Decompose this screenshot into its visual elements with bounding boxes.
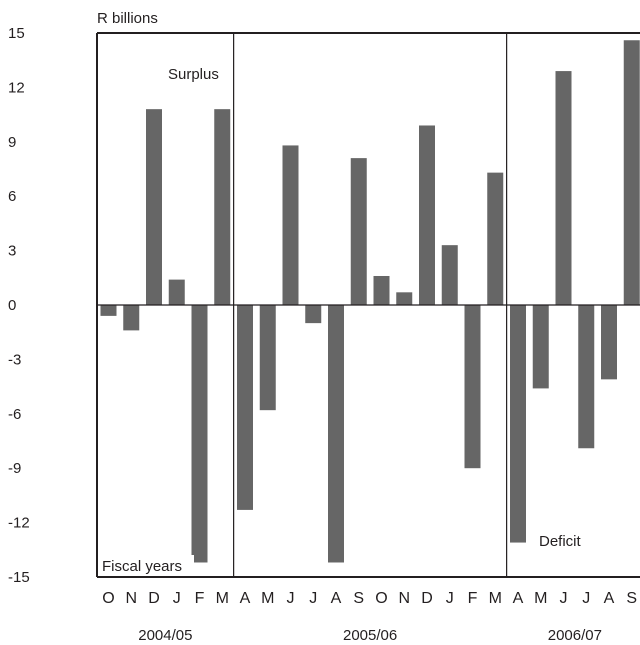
x-tick-label: J xyxy=(173,590,181,607)
bar-12 xyxy=(350,158,367,305)
x-tick-label: M xyxy=(261,590,274,607)
y-tick-label: 0 xyxy=(8,297,16,314)
bar-2 xyxy=(123,305,140,331)
x-tick-label: A xyxy=(604,590,615,607)
x-tick-label: M xyxy=(216,590,229,607)
axes-layer xyxy=(96,32,640,578)
x-tick-label: J xyxy=(309,590,317,607)
x-tick-label: O xyxy=(375,590,387,607)
fiscal-year-label: 2005/06 xyxy=(343,627,397,644)
x-tick-label: D xyxy=(148,590,160,607)
y-axis-label: R billions xyxy=(97,10,158,27)
bar-8 xyxy=(259,305,276,411)
x-tick-label: J xyxy=(582,590,590,607)
bar-17 xyxy=(464,305,481,469)
bar-3 xyxy=(146,109,162,305)
x-tick-label: A xyxy=(513,590,524,607)
x-tick-label: O xyxy=(102,590,114,607)
bar-21 xyxy=(555,71,572,305)
bar-1 xyxy=(100,305,117,316)
y-tick-label: 9 xyxy=(8,134,16,151)
bar-16 xyxy=(441,245,458,305)
bar-10 xyxy=(305,305,322,324)
y-tick-label: 3 xyxy=(8,243,16,260)
annotation-deficit: Deficit xyxy=(539,533,582,550)
x-tick-label: D xyxy=(421,590,433,607)
x-tick-label: A xyxy=(331,590,342,607)
y-tick-label: -9 xyxy=(8,460,21,477)
y-tick-label: -12 xyxy=(8,515,30,532)
y-tick-label: -6 xyxy=(8,406,21,423)
bar-23 xyxy=(601,305,617,380)
bar-9 xyxy=(282,145,299,305)
x-tick-label: J xyxy=(560,590,568,607)
bar-18 xyxy=(487,172,504,305)
annotation-fiscal-years: Fiscal years xyxy=(102,558,182,575)
bars-layer xyxy=(100,40,640,563)
y-tick-label: 6 xyxy=(8,188,16,205)
bar-15 xyxy=(419,125,435,305)
x-tick-label: M xyxy=(489,590,502,607)
y-tick-label: -3 xyxy=(8,351,21,368)
fiscal-year-label: 2004/05 xyxy=(138,627,192,644)
bar-11 xyxy=(328,305,344,563)
x-tick-label: M xyxy=(534,590,547,607)
x-tick-label: N xyxy=(125,590,137,607)
bar-24 xyxy=(623,40,640,305)
y-tick-label: 15 xyxy=(8,25,25,42)
bar-4 xyxy=(168,279,185,305)
bar-13 xyxy=(373,275,390,305)
annotation-surplus: Surplus xyxy=(168,66,219,83)
bar-19 xyxy=(510,305,526,543)
x-tick-label: S xyxy=(626,590,637,607)
bar-6 xyxy=(214,109,231,305)
fiscal-year-label: 2006/07 xyxy=(548,627,602,644)
bar-7 xyxy=(237,305,253,510)
x-tick-label: F xyxy=(195,590,205,607)
y-tick-label: 12 xyxy=(8,79,25,96)
x-tick-label: J xyxy=(446,590,454,607)
y-tick-label: -15 xyxy=(8,569,30,586)
bar-5 xyxy=(191,305,208,563)
x-tick-label: J xyxy=(287,590,295,607)
x-tick-label: N xyxy=(398,590,410,607)
x-tick-label: A xyxy=(240,590,251,607)
bar-14 xyxy=(396,292,413,305)
x-tick-label: S xyxy=(353,590,364,607)
bar-22 xyxy=(578,305,595,449)
fiscal-years-label-bg xyxy=(99,555,194,575)
bar-20 xyxy=(532,305,549,389)
x-tick-label: F xyxy=(468,590,478,607)
